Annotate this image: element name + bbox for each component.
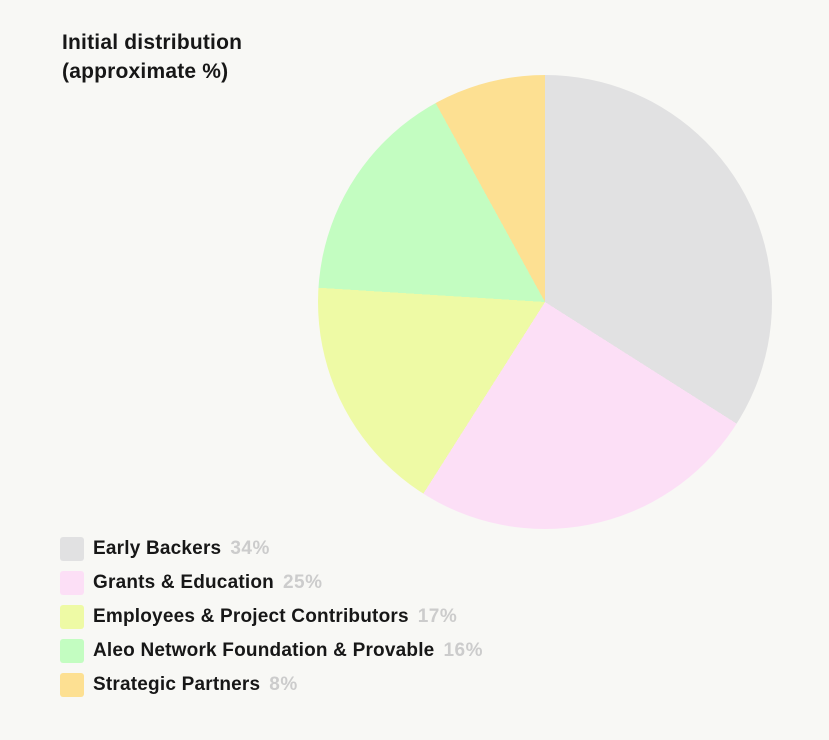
pie-chart (318, 75, 772, 529)
chart-legend: Early Backers 34% Grants & Education 25% Emp… (60, 537, 483, 697)
chart-title-line1: Initial distribution (62, 31, 243, 54)
legend-item: Strategic Partners 8% (60, 673, 483, 697)
legend-label: Aleo Network Foundation & Provable (93, 640, 435, 661)
legend-item: Aleo Network Foundation & Provable 16% (60, 639, 483, 663)
legend-item: Grants & Education 25% (60, 571, 483, 595)
legend-item: Early Backers 34% (60, 537, 483, 561)
chart-title-line2: (approximate %) (62, 60, 229, 83)
chart-title: Initial distribution (approximate %) (62, 28, 242, 86)
legend-label: Early Backers (93, 538, 222, 559)
legend-swatch (60, 605, 84, 629)
legend-swatch (60, 673, 84, 697)
legend-percent: 34% (230, 538, 270, 559)
legend-swatch (60, 571, 84, 595)
legend-swatch (60, 639, 84, 663)
legend-percent: 8% (269, 674, 298, 695)
legend-label: Strategic Partners (93, 674, 261, 695)
legend-percent: 25% (282, 572, 323, 593)
legend-percent: 16% (443, 640, 483, 661)
legend-percent: 17% (417, 606, 458, 627)
legend-label: Grants & Education (93, 572, 274, 593)
legend-item: Employees & Project Contributors 17% (60, 605, 483, 629)
legend-label: Employees & Project Contributors (93, 606, 409, 627)
legend-swatch (60, 537, 84, 561)
